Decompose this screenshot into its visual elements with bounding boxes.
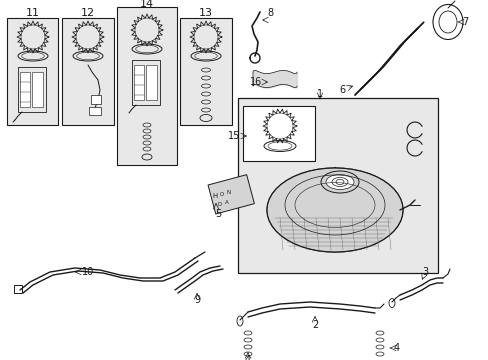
Text: A: A <box>224 199 228 204</box>
Text: 4: 4 <box>244 355 250 360</box>
Bar <box>89 107 101 115</box>
Text: H: H <box>212 193 217 199</box>
Text: 4: 4 <box>393 343 399 353</box>
Bar <box>243 106 314 161</box>
Text: 14: 14 <box>140 0 154 9</box>
Text: 13: 13 <box>199 8 213 18</box>
Bar <box>32 72 43 107</box>
Text: 9: 9 <box>194 295 200 305</box>
Bar <box>134 65 143 100</box>
Text: 5: 5 <box>214 209 221 219</box>
Bar <box>117 7 177 165</box>
Text: 3: 3 <box>421 267 427 277</box>
Text: 11: 11 <box>25 8 40 18</box>
Text: 7: 7 <box>461 17 468 27</box>
Bar <box>146 65 157 100</box>
Bar <box>180 18 231 125</box>
Text: D: D <box>218 202 222 207</box>
Text: 16: 16 <box>249 77 262 87</box>
Bar <box>238 98 437 273</box>
Text: 2: 2 <box>311 320 318 330</box>
Ellipse shape <box>325 175 353 189</box>
Text: 12: 12 <box>81 8 95 18</box>
Bar <box>132 60 160 105</box>
Bar <box>14 285 22 293</box>
Bar <box>62 18 114 125</box>
Bar <box>20 72 30 107</box>
Text: 10: 10 <box>82 267 94 277</box>
Text: 8: 8 <box>266 8 272 18</box>
Bar <box>7 18 58 125</box>
Polygon shape <box>266 168 402 252</box>
Text: 6: 6 <box>338 85 345 95</box>
Text: 1: 1 <box>316 89 323 99</box>
Text: 15: 15 <box>227 131 240 141</box>
Text: N: N <box>226 189 231 194</box>
Bar <box>207 175 254 214</box>
Ellipse shape <box>320 171 358 193</box>
Text: O: O <box>220 192 224 197</box>
Bar <box>91 95 101 104</box>
Bar <box>18 67 46 112</box>
